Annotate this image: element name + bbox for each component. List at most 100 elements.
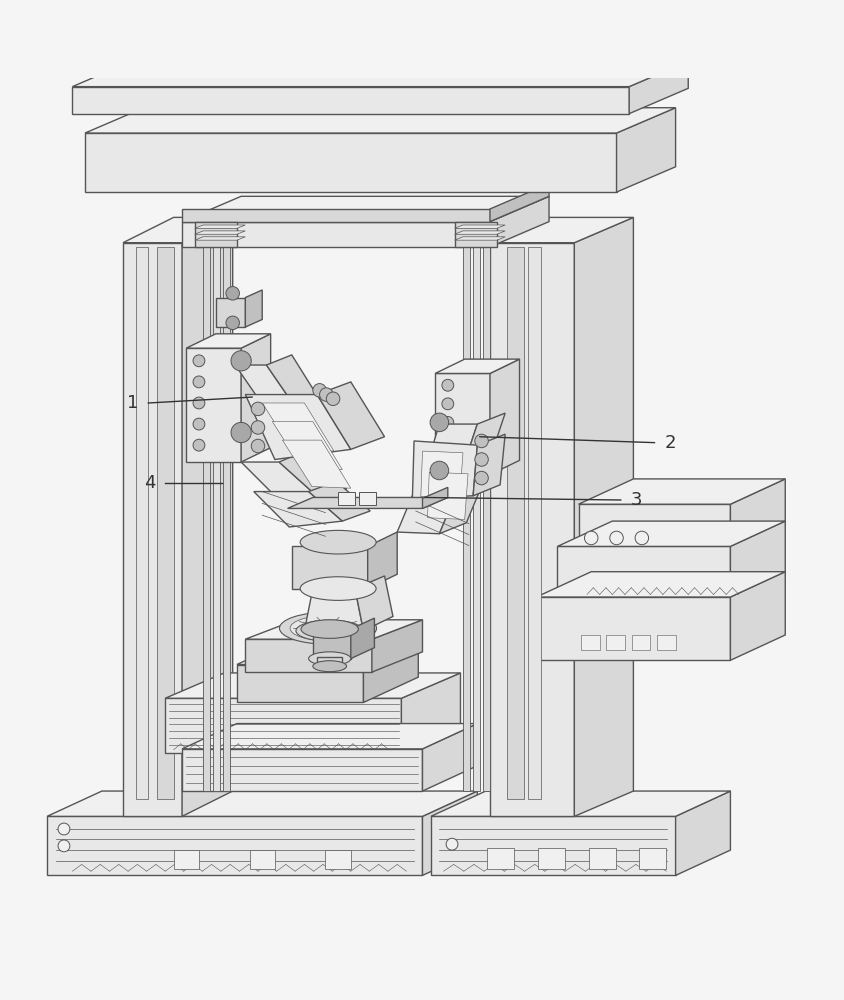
Circle shape [192,418,204,430]
Polygon shape [47,791,477,816]
Polygon shape [729,572,784,660]
Polygon shape [616,108,675,192]
Circle shape [58,840,70,852]
Circle shape [225,287,239,300]
Circle shape [251,421,264,434]
Ellipse shape [312,661,346,672]
Bar [325,850,350,869]
Polygon shape [363,639,418,702]
Circle shape [474,434,488,448]
Bar [487,848,514,869]
Bar [173,850,198,869]
Circle shape [192,376,204,388]
Polygon shape [266,355,333,433]
Polygon shape [473,238,479,791]
Circle shape [225,316,239,330]
Polygon shape [490,184,549,222]
Circle shape [474,453,488,466]
Ellipse shape [300,577,376,600]
Polygon shape [401,673,460,753]
Circle shape [474,471,488,485]
Polygon shape [574,217,633,816]
Circle shape [230,422,251,443]
Polygon shape [194,222,236,247]
Ellipse shape [295,620,363,641]
Bar [639,848,666,869]
Circle shape [58,823,70,835]
Circle shape [609,531,623,545]
Polygon shape [557,521,784,546]
Circle shape [192,355,204,367]
Circle shape [430,461,448,480]
Polygon shape [308,481,370,521]
Polygon shape [729,479,784,551]
Polygon shape [506,247,523,799]
Polygon shape [490,217,633,243]
Polygon shape [430,816,675,875]
Polygon shape [215,298,245,327]
Polygon shape [422,724,477,791]
Text: 1: 1 [127,394,138,412]
Polygon shape [490,196,549,247]
Text: 4: 4 [143,474,155,492]
Polygon shape [235,365,312,441]
Polygon shape [253,492,342,527]
Polygon shape [203,238,209,791]
Circle shape [635,531,648,545]
Ellipse shape [300,620,358,638]
Bar [631,635,650,650]
Circle shape [192,397,204,409]
Polygon shape [47,816,422,875]
Polygon shape [412,441,477,498]
Polygon shape [397,492,456,534]
Polygon shape [454,237,505,240]
Polygon shape [213,238,219,791]
Polygon shape [236,665,363,702]
Polygon shape [435,359,519,373]
Text: 3: 3 [630,491,641,509]
Polygon shape [181,724,477,749]
Polygon shape [181,749,422,791]
Polygon shape [729,521,784,601]
Ellipse shape [300,530,376,554]
Polygon shape [241,334,270,462]
Polygon shape [194,231,245,234]
Polygon shape [367,532,397,589]
Polygon shape [454,225,505,228]
Polygon shape [245,395,350,460]
Polygon shape [578,504,729,551]
Circle shape [192,439,204,451]
Polygon shape [223,238,230,791]
Circle shape [446,838,457,850]
Polygon shape [578,479,784,504]
Polygon shape [629,61,687,114]
Polygon shape [675,791,729,875]
Circle shape [319,388,333,401]
Polygon shape [422,791,477,875]
Polygon shape [422,424,477,479]
Polygon shape [186,348,241,462]
Polygon shape [304,589,363,631]
Polygon shape [181,209,490,222]
Polygon shape [312,629,350,659]
Bar [538,848,565,869]
Bar [359,492,376,505]
Polygon shape [85,133,616,192]
Polygon shape [557,546,729,601]
Polygon shape [123,217,232,243]
Circle shape [326,392,339,406]
Polygon shape [245,639,371,672]
Polygon shape [291,546,367,589]
Circle shape [251,402,264,416]
Polygon shape [463,238,469,791]
Polygon shape [528,247,540,799]
Polygon shape [181,222,490,247]
Polygon shape [430,791,729,816]
Ellipse shape [289,616,365,641]
Circle shape [441,454,453,465]
Circle shape [230,351,251,371]
Bar [581,635,599,650]
Polygon shape [536,572,784,597]
Polygon shape [427,472,468,519]
Polygon shape [422,487,447,508]
